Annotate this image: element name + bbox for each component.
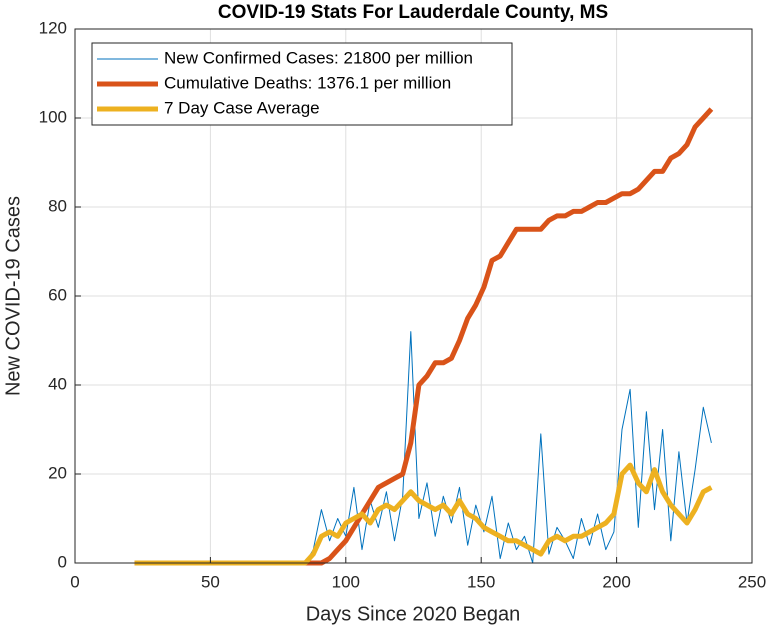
y-tick-label: 0 bbox=[58, 552, 67, 571]
x-tick-label: 250 bbox=[738, 572, 766, 591]
y-tick-label: 40 bbox=[48, 374, 67, 393]
legend-label: New Confirmed Cases: 21800 per million bbox=[164, 48, 473, 67]
chart-title: COVID-19 Stats For Lauderdale County, MS bbox=[218, 2, 608, 23]
x-tick-label: 100 bbox=[332, 572, 360, 591]
legend-box bbox=[91, 42, 513, 126]
legend-label: 7 Day Case Average bbox=[164, 98, 320, 117]
y-tick-label: 120 bbox=[39, 18, 67, 37]
y-axis-label: New COVID-19 Cases bbox=[2, 196, 24, 396]
y-tick-label: 100 bbox=[39, 107, 67, 126]
y-tick-label: 80 bbox=[48, 196, 67, 215]
y-tick-label: 20 bbox=[48, 463, 67, 482]
x-tick-label: 0 bbox=[70, 572, 79, 591]
legend-label: Cumulative Deaths: 1376.1 per million bbox=[164, 73, 451, 92]
x-tick-label: 150 bbox=[467, 572, 495, 591]
y-tick-label: 60 bbox=[48, 285, 67, 304]
x-tick-label: 50 bbox=[201, 572, 220, 591]
legend: New Confirmed Cases: 21800 per million Cu… bbox=[91, 42, 513, 126]
x-tick-label: 200 bbox=[602, 572, 630, 591]
x-axis-label: Days Since 2020 Began bbox=[306, 603, 521, 625]
